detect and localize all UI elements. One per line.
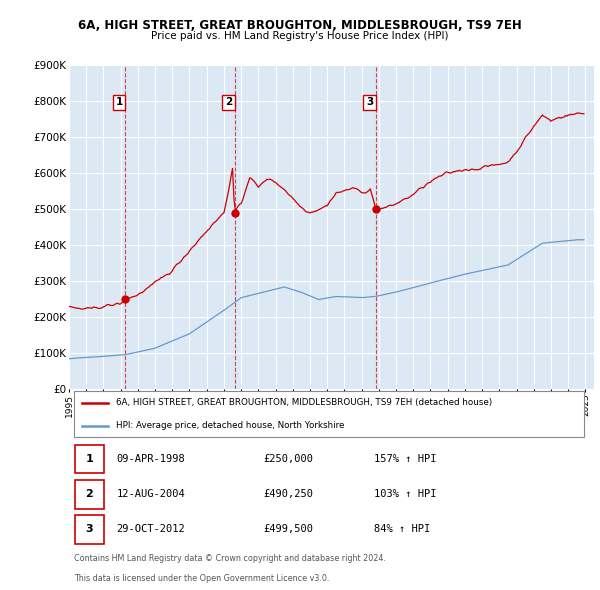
Text: 3: 3	[86, 525, 93, 535]
Text: £499,500: £499,500	[263, 525, 313, 535]
Text: 1: 1	[116, 97, 123, 107]
Text: 157% ↑ HPI: 157% ↑ HPI	[373, 454, 436, 464]
Text: 29-OCT-2012: 29-OCT-2012	[116, 525, 185, 535]
FancyBboxPatch shape	[74, 391, 583, 437]
Text: £490,250: £490,250	[263, 489, 313, 499]
Text: 2: 2	[86, 489, 94, 499]
Text: 12-AUG-2004: 12-AUG-2004	[116, 489, 185, 499]
Text: Contains HM Land Registry data © Crown copyright and database right 2024.: Contains HM Land Registry data © Crown c…	[74, 555, 386, 563]
Text: 6A, HIGH STREET, GREAT BROUGHTON, MIDDLESBROUGH, TS9 7EH (detached house): 6A, HIGH STREET, GREAT BROUGHTON, MIDDLE…	[116, 398, 493, 407]
Text: HPI: Average price, detached house, North Yorkshire: HPI: Average price, detached house, Nort…	[116, 421, 344, 430]
Text: 103% ↑ HPI: 103% ↑ HPI	[373, 489, 436, 499]
Text: This data is licensed under the Open Government Licence v3.0.: This data is licensed under the Open Gov…	[74, 573, 329, 582]
Text: £250,000: £250,000	[263, 454, 313, 464]
Text: 1: 1	[86, 454, 94, 464]
FancyBboxPatch shape	[76, 480, 104, 509]
Text: 09-APR-1998: 09-APR-1998	[116, 454, 185, 464]
Text: 2: 2	[225, 97, 232, 107]
Text: 3: 3	[366, 97, 373, 107]
FancyBboxPatch shape	[76, 515, 104, 543]
Text: 6A, HIGH STREET, GREAT BROUGHTON, MIDDLESBROUGH, TS9 7EH: 6A, HIGH STREET, GREAT BROUGHTON, MIDDLE…	[78, 19, 522, 32]
Text: Price paid vs. HM Land Registry's House Price Index (HPI): Price paid vs. HM Land Registry's House …	[151, 31, 449, 41]
Text: 84% ↑ HPI: 84% ↑ HPI	[373, 525, 430, 535]
FancyBboxPatch shape	[76, 445, 104, 473]
